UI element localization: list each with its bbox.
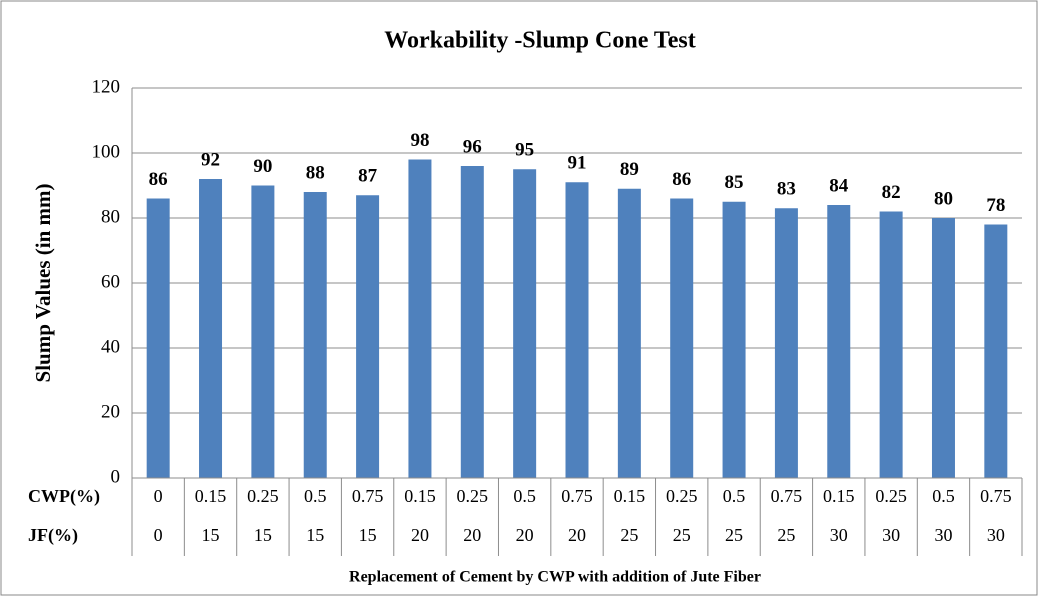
- bar: [251, 185, 275, 478]
- x-tick-label: 0.75: [561, 486, 593, 506]
- x-tick-label: 0.25: [666, 486, 698, 506]
- row-label: JF(%): [28, 525, 78, 546]
- x-tick-label: 0.15: [404, 486, 436, 506]
- value-label: 92: [201, 149, 220, 170]
- x-tick-label: 25: [777, 525, 795, 545]
- value-label: 95: [515, 140, 534, 161]
- y-tick-label: 20: [101, 401, 120, 422]
- bar: [146, 198, 170, 478]
- x-tick-label: 30: [987, 525, 1005, 545]
- bar: [617, 188, 641, 478]
- x-tick-label: 0.5: [513, 486, 536, 506]
- y-tick-label: 80: [101, 206, 120, 227]
- value-label: 80: [934, 188, 953, 209]
- y-tick-label: 40: [101, 336, 120, 357]
- x-tick-label: 30: [830, 525, 848, 545]
- x-tick-label: 0.15: [195, 486, 227, 506]
- value-label: 83: [777, 179, 796, 200]
- value-label: 98: [410, 130, 429, 151]
- y-tick-label: 100: [92, 141, 121, 162]
- bar: [408, 159, 432, 478]
- x-tick-label: 30: [934, 525, 952, 545]
- value-label: 85: [725, 172, 744, 193]
- x-tick-label: 0.75: [352, 486, 384, 506]
- value-label: 84: [829, 175, 849, 196]
- value-label: 86: [672, 169, 691, 190]
- bar: [931, 218, 955, 478]
- x-tick-label: 15: [306, 525, 324, 545]
- value-label: 87: [358, 166, 378, 187]
- x-tick-label: 0.75: [771, 486, 803, 506]
- value-label: 91: [568, 153, 587, 174]
- x-tick-label: 20: [516, 525, 534, 545]
- x-tick-label: 20: [463, 525, 481, 545]
- bar: [513, 169, 537, 478]
- bar: [199, 179, 223, 478]
- x-tick-label: 0.25: [875, 486, 907, 506]
- y-tick-label: 60: [101, 271, 120, 292]
- y-axis-label: Slump Values (in mm): [31, 184, 55, 383]
- x-tick-label: 0: [154, 486, 163, 506]
- y-tick-label: 120: [92, 76, 121, 97]
- x-tick-label: 20: [411, 525, 429, 545]
- value-label: 78: [986, 195, 1005, 216]
- bar: [565, 182, 589, 478]
- x-tick-label: 15: [359, 525, 377, 545]
- value-label: 86: [149, 169, 168, 190]
- bar: [356, 195, 380, 478]
- bar: [303, 192, 327, 478]
- x-tick-label: 20: [568, 525, 586, 545]
- value-label: 96: [463, 136, 482, 157]
- x-tick-label: 30: [882, 525, 900, 545]
- value-label: 88: [306, 162, 325, 183]
- x-tick-label: 0.25: [247, 486, 279, 506]
- x-tick-label: 25: [673, 525, 691, 545]
- x-tick-label: 0: [154, 525, 163, 545]
- x-tick-label: 15: [254, 525, 272, 545]
- x-tick-label: 0.15: [614, 486, 646, 506]
- bar: [774, 208, 798, 478]
- bar: [879, 211, 903, 478]
- x-tick-label: 0.5: [723, 486, 746, 506]
- bar: [827, 205, 851, 478]
- x-tick-label: 25: [620, 525, 638, 545]
- row-label: CWP(%): [28, 486, 100, 507]
- y-tick-label: 0: [111, 466, 121, 487]
- x-tick-label: 25: [725, 525, 743, 545]
- bar: [670, 198, 694, 478]
- bar: [722, 201, 746, 478]
- value-label: 82: [882, 182, 901, 203]
- value-label: 90: [253, 156, 272, 177]
- value-label: 89: [620, 159, 639, 180]
- bar: [984, 224, 1008, 478]
- x-tick-label: 0.5: [932, 486, 955, 506]
- bar: [460, 166, 484, 478]
- x-axis-label: Replacement of Cement by CWP with additi…: [349, 569, 761, 586]
- x-tick-label: 0.25: [457, 486, 489, 506]
- x-tick-label: 0.15: [823, 486, 855, 506]
- x-tick-label: 0.75: [980, 486, 1012, 506]
- x-tick-label: 15: [202, 525, 220, 545]
- x-tick-label: 0.5: [304, 486, 327, 506]
- chart-title: Workability -Slump Cone Test: [384, 28, 695, 54]
